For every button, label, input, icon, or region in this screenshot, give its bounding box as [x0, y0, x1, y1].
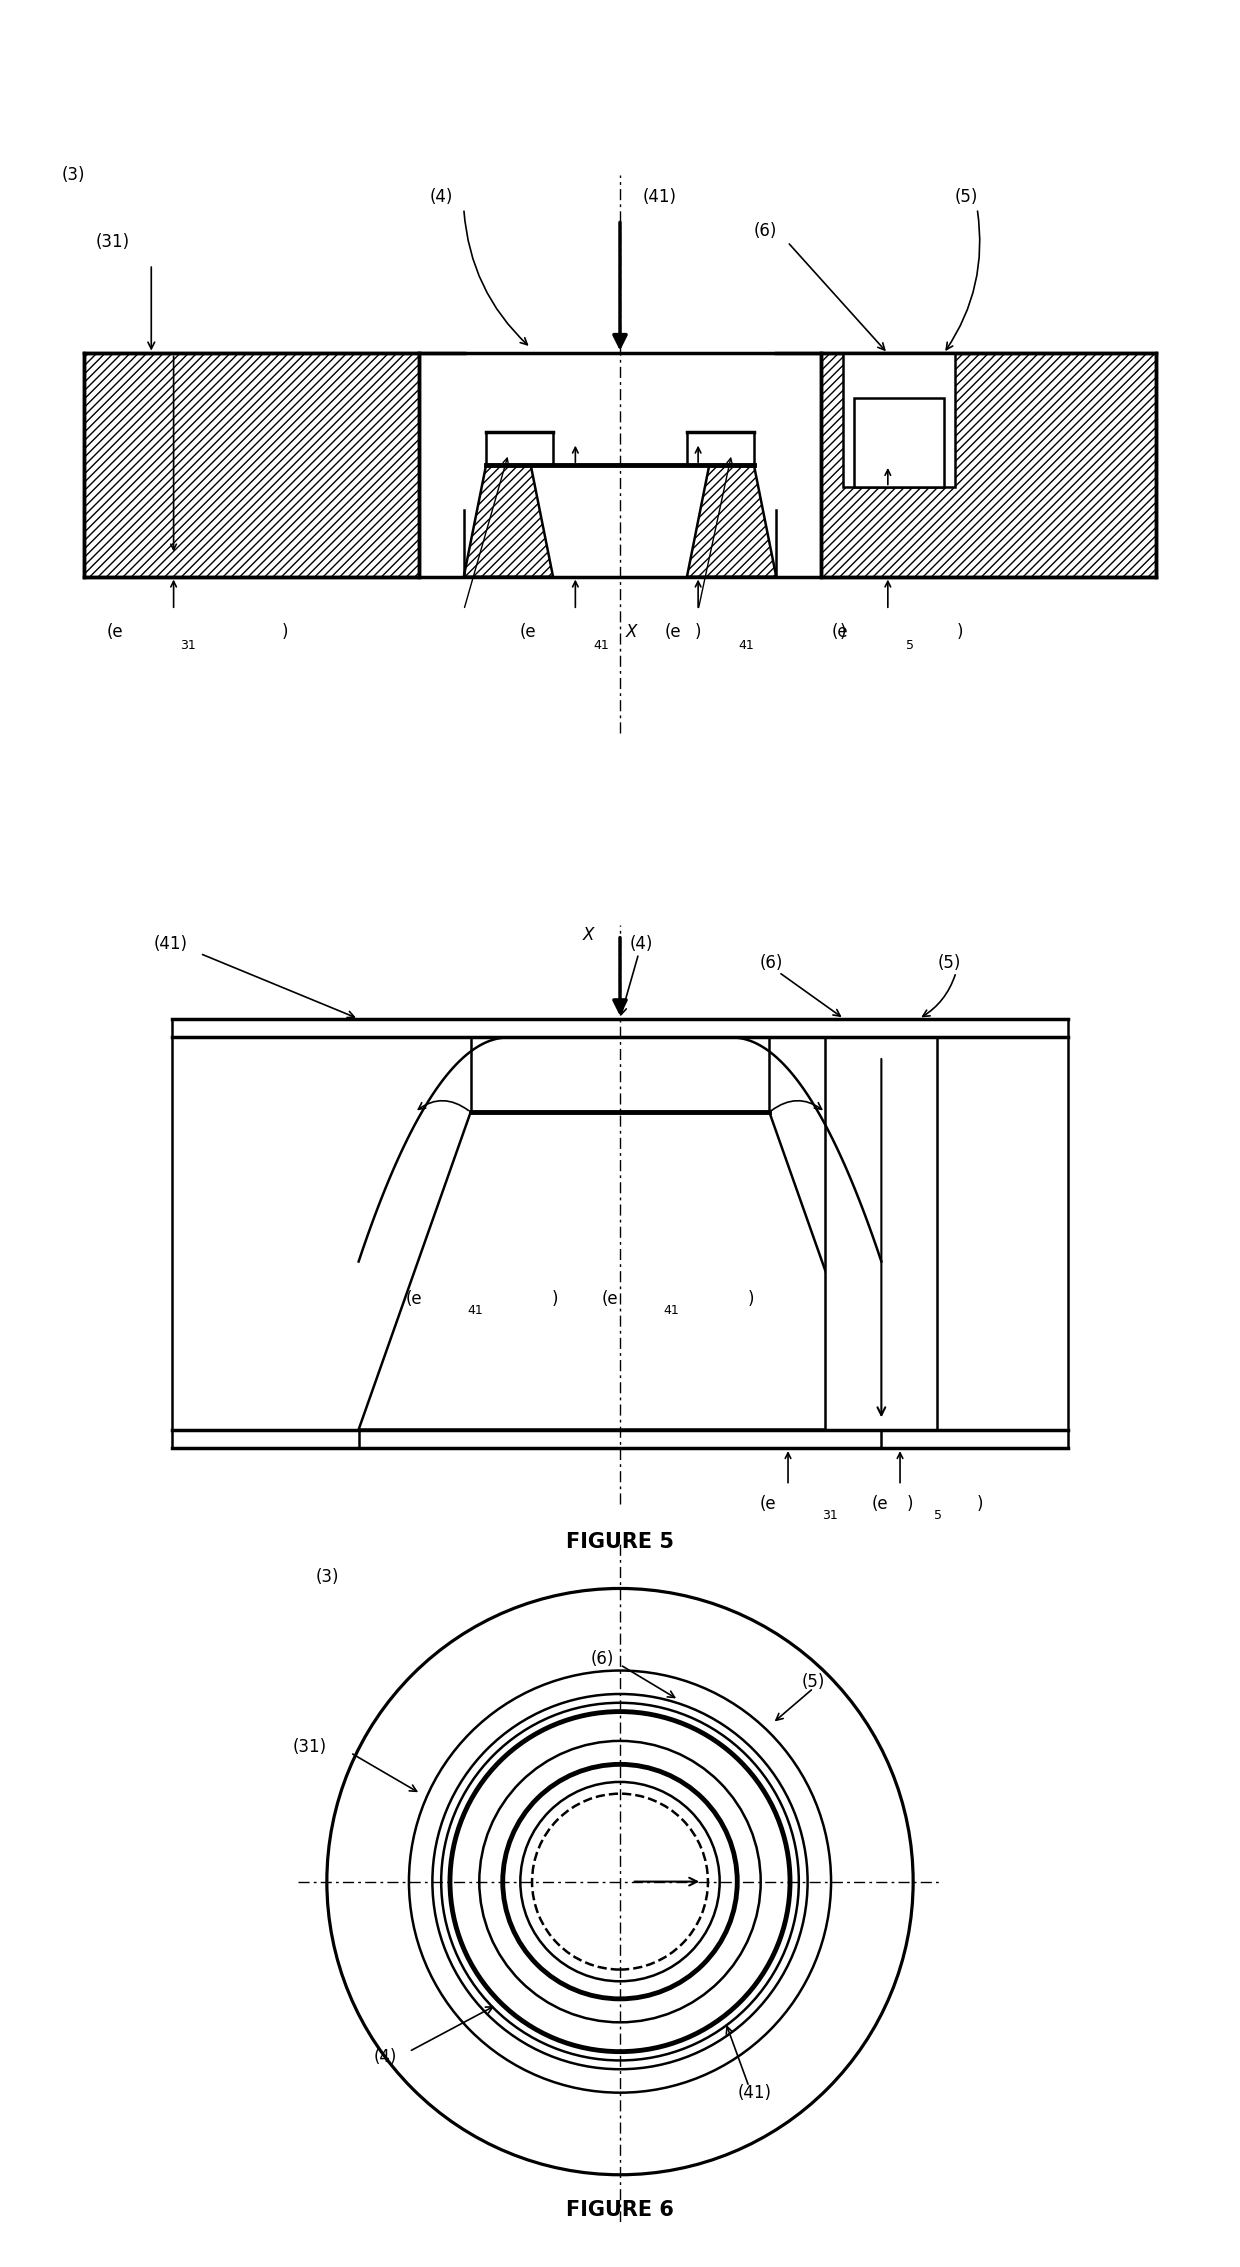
- Text: (e: (e: [107, 623, 123, 642]
- Text: (5): (5): [802, 1673, 825, 1691]
- Text: (6): (6): [754, 222, 777, 240]
- Text: (4): (4): [373, 2049, 397, 2068]
- Text: (6): (6): [760, 954, 784, 973]
- Text: X: X: [626, 623, 637, 642]
- Text: (e: (e: [665, 623, 681, 642]
- Text: (5): (5): [937, 954, 961, 973]
- Text: (5): (5): [955, 188, 978, 206]
- Text: ): ): [281, 623, 289, 642]
- Text: (31): (31): [95, 234, 130, 252]
- Polygon shape: [732, 1018, 1068, 1449]
- Text: 41: 41: [663, 1304, 678, 1317]
- Text: (e: (e: [405, 1290, 422, 1308]
- Text: ): ): [956, 623, 963, 642]
- Text: ): ): [748, 1290, 755, 1308]
- Text: ): ): [839, 623, 847, 642]
- Polygon shape: [687, 465, 776, 576]
- Text: (e: (e: [520, 623, 536, 642]
- Text: 31: 31: [180, 639, 196, 653]
- Text: (3): (3): [315, 1569, 339, 1585]
- Polygon shape: [821, 354, 1156, 576]
- Text: ): ): [552, 1290, 558, 1308]
- Text: (e: (e: [832, 623, 848, 642]
- Polygon shape: [826, 1038, 937, 1430]
- Text: 41: 41: [593, 639, 609, 653]
- Text: (41): (41): [642, 188, 676, 206]
- Text: (e: (e: [760, 1496, 776, 1512]
- Polygon shape: [358, 1113, 882, 1430]
- Text: 41: 41: [467, 1304, 482, 1317]
- Text: 5: 5: [934, 1510, 941, 1521]
- Text: 41: 41: [738, 639, 754, 653]
- Text: ): ): [906, 1496, 914, 1512]
- Polygon shape: [84, 354, 419, 576]
- Text: ): ): [976, 1496, 983, 1512]
- Text: (6): (6): [590, 1650, 614, 1669]
- Text: 31: 31: [822, 1510, 837, 1521]
- Polygon shape: [843, 354, 955, 487]
- Polygon shape: [172, 1018, 508, 1038]
- Text: FIGURE 6: FIGURE 6: [567, 2199, 673, 2219]
- Text: (41): (41): [154, 936, 187, 952]
- Polygon shape: [464, 465, 553, 576]
- Text: (e: (e: [872, 1496, 889, 1512]
- Text: (e: (e: [601, 1290, 618, 1308]
- Text: (4): (4): [630, 936, 652, 952]
- Text: 5: 5: [905, 639, 914, 653]
- Text: X: X: [583, 925, 594, 943]
- Text: (4): (4): [430, 188, 453, 206]
- Text: (31): (31): [293, 1739, 327, 1755]
- Text: (3): (3): [62, 165, 86, 184]
- Text: (41): (41): [738, 2083, 771, 2102]
- Polygon shape: [854, 399, 944, 487]
- Polygon shape: [732, 1018, 1068, 1038]
- Polygon shape: [172, 1018, 508, 1449]
- Text: ): ): [694, 623, 702, 642]
- Text: FIGURE 5: FIGURE 5: [565, 1532, 675, 1551]
